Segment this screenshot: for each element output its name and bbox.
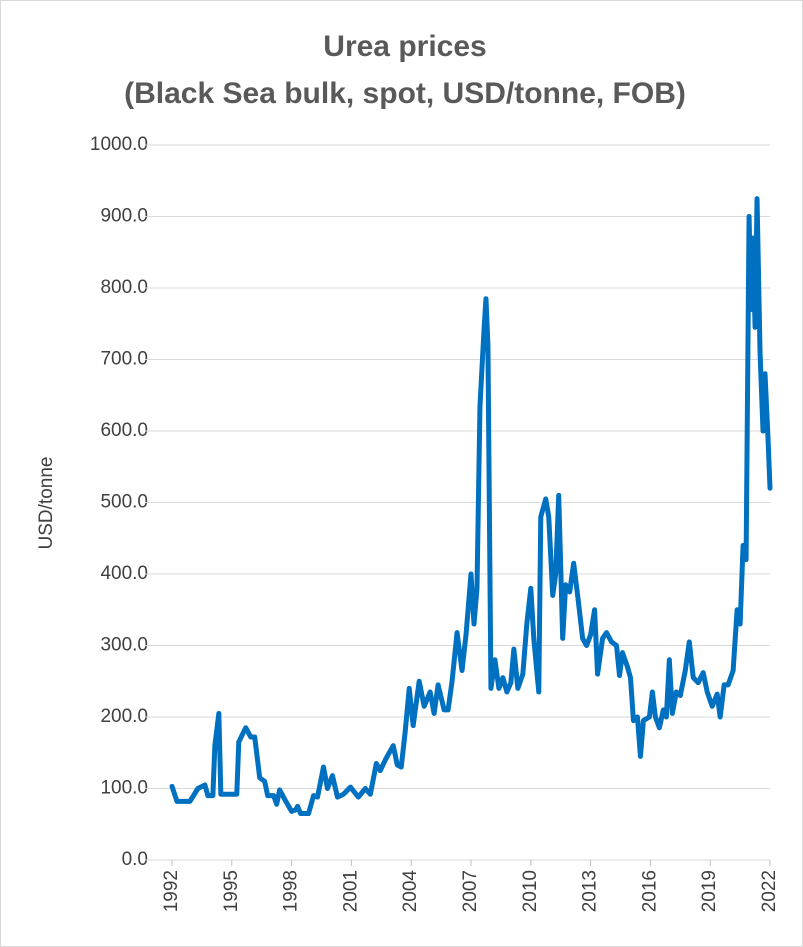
y-tick-label: 300.0 xyxy=(100,635,148,656)
x-tick-label: 1998 xyxy=(281,870,302,912)
y-tick-label: 600.0 xyxy=(100,420,148,441)
x-tick-label: 1992 xyxy=(161,870,182,912)
y-tick-label: 200.0 xyxy=(100,706,148,727)
x-tick-label: 2010 xyxy=(520,870,541,912)
x-tick-label: 2013 xyxy=(580,870,601,912)
y-tick-label: 500.0 xyxy=(100,492,148,513)
chart-subtitle: (Black Sea bulk, spot, USD/tonne, FOB) xyxy=(124,77,686,110)
x-tick-label: 2022 xyxy=(759,870,780,912)
y-tick-label: 700.0 xyxy=(100,349,148,370)
y-tick-label: 900.0 xyxy=(100,206,148,227)
y-tick-label: 400.0 xyxy=(100,563,148,584)
x-tick-label: 2001 xyxy=(340,870,361,912)
chart-title: Urea prices xyxy=(323,30,486,63)
x-tick-label: 1995 xyxy=(221,870,242,912)
x-tick-label: 2016 xyxy=(639,870,660,912)
x-tick-label: 2019 xyxy=(699,870,720,912)
line xyxy=(169,196,773,817)
x-tick-label: 2007 xyxy=(460,870,481,912)
x-tick-label: 2004 xyxy=(400,870,421,913)
y-tick-label: 0.0 xyxy=(122,849,148,870)
y-tick-label: 1000.0 xyxy=(90,134,148,155)
y-tick-label: 100.0 xyxy=(100,778,148,799)
y-tick-label: 800.0 xyxy=(100,277,148,298)
y-axis-label: USD/tonne xyxy=(36,457,57,550)
